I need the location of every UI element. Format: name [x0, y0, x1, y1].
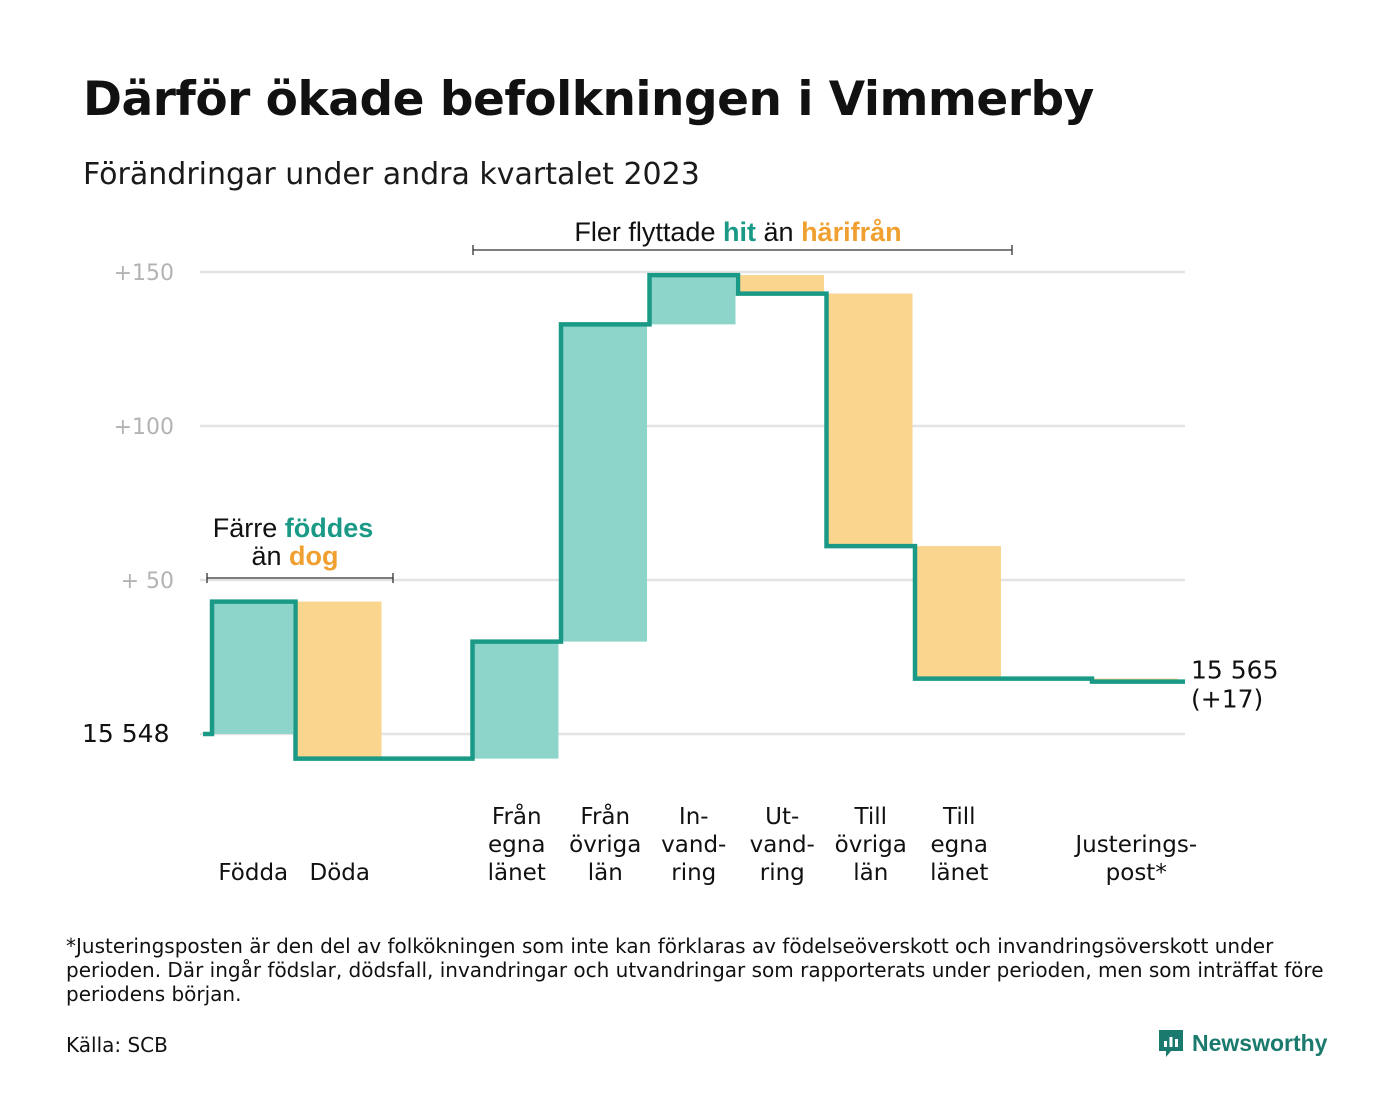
y-tick-label: + 50 [121, 569, 174, 594]
annotation-migration: Fler flyttade hit än härifrån [472, 217, 1013, 255]
category-label: ring [760, 860, 805, 886]
y-tick-label: +150 [114, 261, 174, 286]
category-label: Ut- [765, 804, 799, 830]
start-value-label: 15 548 [82, 719, 169, 748]
category-label: egna [488, 832, 545, 858]
deaths-prefix: än [251, 541, 281, 571]
brand-name: Newsworthy [1192, 1029, 1328, 1056]
category-label: ring [671, 860, 716, 886]
category-label: vand- [750, 832, 815, 858]
births-highlight: föddes [285, 513, 374, 543]
category-label: övriga [835, 832, 907, 858]
chart-title: Därför ökade befolkningen i Vimmerby [83, 72, 1094, 127]
bar-frånövrigalän [561, 324, 647, 642]
end-value-label: (+17) [1191, 685, 1263, 714]
category-label: övriga [569, 832, 641, 858]
births-annotation-line2: än dog [251, 541, 338, 571]
bar-utvandring [738, 275, 824, 294]
bar-invandring [649, 275, 736, 325]
end-value-label: 15 565 [1191, 656, 1278, 685]
annotation-births: Färre föddes än dog [206, 513, 394, 583]
y-tick-label: +100 [114, 415, 174, 440]
category-label: egna [931, 832, 988, 858]
category-label: Från [492, 802, 542, 830]
migration-highlight-out: härifrån [801, 217, 902, 247]
newsworthy-logo-icon [1159, 1030, 1183, 1057]
bar-döda [295, 601, 382, 759]
deaths-highlight: dog [289, 541, 338, 571]
bar-tillövrigalän [826, 293, 913, 547]
migration-middle: än [764, 217, 794, 247]
source-credit: Källa: SCB [66, 1033, 168, 1057]
migration-prefix: Fler flyttade [574, 217, 715, 247]
category-label: vand- [661, 832, 726, 858]
category-label: Till [942, 804, 976, 830]
cumulative-step-line [203, 272, 1185, 761]
category-label: Döda [310, 860, 370, 886]
brand-logo: Newsworthy [1158, 1028, 1327, 1058]
cumulative-line [203, 272, 1185, 761]
migration-annotation: Fler flyttade hit än härifrån [574, 217, 901, 247]
category-label: post* [1106, 860, 1167, 886]
bar-tillegnalänet [915, 546, 1001, 679]
chart-subtitle: Förändringar under andra kvartalet 2023 [83, 157, 700, 192]
category-label: Till [853, 804, 887, 830]
category-label: In- [679, 804, 709, 830]
births-annotation-line1: Färre föddes [213, 513, 374, 543]
category-label: Justerings- [1073, 832, 1197, 858]
bar-frånegnalänet [472, 641, 559, 759]
footnote: *Justeringsposten är den del av folkökni… [66, 934, 1324, 1006]
category-label: län [588, 860, 623, 886]
category-label: län [853, 860, 888, 886]
bar-födda [212, 601, 293, 734]
category-label: Födda [218, 860, 288, 886]
category-label: länet [488, 860, 546, 886]
category-label: Från [580, 802, 630, 830]
bars [212, 275, 1178, 759]
migration-highlight-in: hit [723, 217, 756, 247]
births-prefix: Färre [213, 513, 278, 543]
category-label: länet [930, 860, 988, 886]
